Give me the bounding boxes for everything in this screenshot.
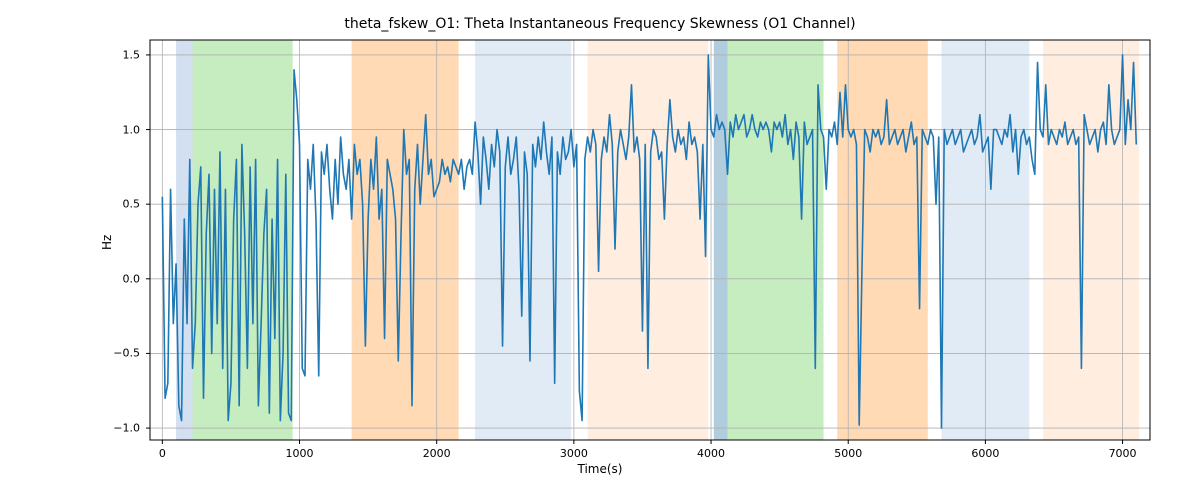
x-tick-label: 5000 <box>834 447 862 460</box>
x-tick-label: 7000 <box>1109 447 1137 460</box>
chart-svg <box>0 0 1200 500</box>
x-tick-label: 1000 <box>286 447 314 460</box>
x-tick-label: 6000 <box>971 447 999 460</box>
y-tick-label: 0.5 <box>106 198 140 211</box>
x-axis-label: Time(s) <box>0 462 1200 476</box>
y-axis-label: Hz <box>100 235 114 250</box>
y-tick-label: 0.0 <box>106 272 140 285</box>
y-tick-label: 1.0 <box>106 123 140 136</box>
y-tick-label: 1.5 <box>106 48 140 61</box>
x-tick-label: 3000 <box>560 447 588 460</box>
x-tick-label: 4000 <box>697 447 725 460</box>
x-tick-label: 2000 <box>423 447 451 460</box>
y-tick-label: −1.0 <box>106 422 140 435</box>
x-tick-label: 0 <box>159 447 166 460</box>
y-tick-label: −0.5 <box>106 347 140 360</box>
figure: theta_fskew_O1: Theta Instantaneous Freq… <box>0 0 1200 500</box>
